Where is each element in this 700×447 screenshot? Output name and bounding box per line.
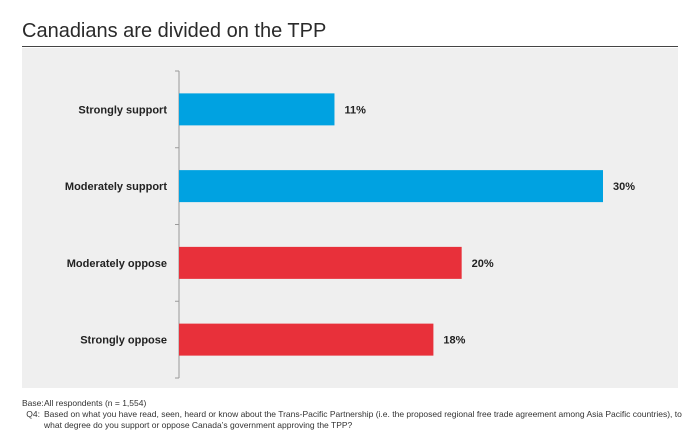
footnote-base: Base: All respondents (n = 1,554) <box>22 398 682 409</box>
category-label: Strongly oppose <box>80 335 167 347</box>
base-label: Base: <box>22 398 44 408</box>
bar-moderately-support <box>179 170 603 203</box>
value-label: 30% <box>613 181 635 193</box>
chart-title: Canadians are divided on the TPP <box>22 20 327 42</box>
category-label: Moderately oppose <box>67 258 167 270</box>
footnotes: Base: All respondents (n = 1,554) Q4: Ba… <box>22 398 682 431</box>
bar-strongly-oppose <box>179 323 434 356</box>
base-text: All respondents (n = 1,554) <box>44 398 147 408</box>
value-label: 11% <box>344 104 366 116</box>
bar-moderately-oppose <box>179 246 462 279</box>
value-label: 18% <box>443 335 465 347</box>
footnote-question: Q4: Based on what you have read, seen, h… <box>22 409 682 431</box>
title-rule <box>22 46 678 47</box>
bar-strongly-support <box>179 93 335 126</box>
category-label: Strongly support <box>78 104 167 116</box>
question-label: Q4: <box>26 409 40 419</box>
question-text: Based on what you have read, seen, heard… <box>44 409 682 430</box>
value-label: 20% <box>472 258 494 270</box>
category-label: Moderately support <box>65 181 167 193</box>
